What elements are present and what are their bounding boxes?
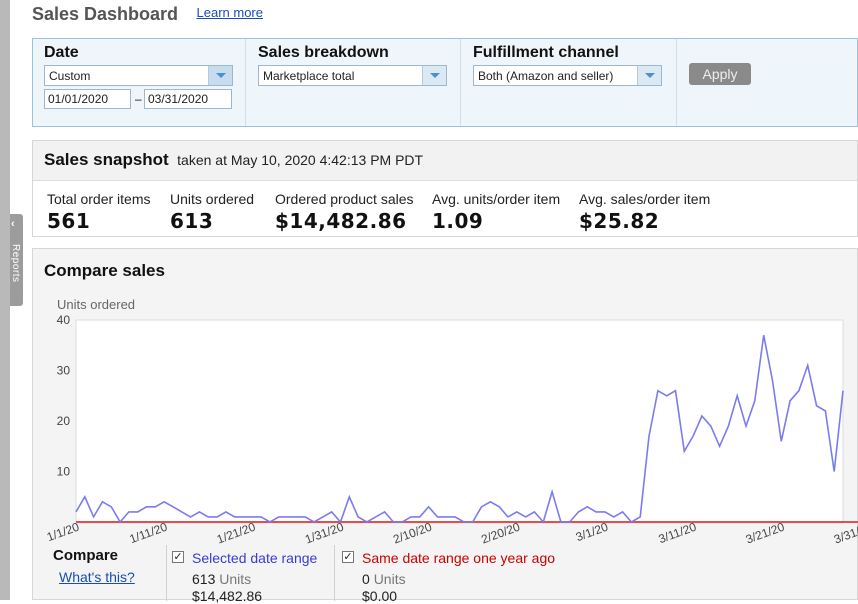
sales-breakdown-select[interactable]: Marketplace total xyxy=(258,65,447,86)
y-tick-label: 10 xyxy=(57,465,71,479)
filter-bar: Date Custom 01/01/2020 – 03/31/2020 Sale… xyxy=(32,38,858,127)
date-separator: – xyxy=(135,92,142,106)
legend-sales: $0.00 xyxy=(362,588,398,604)
metric-ordered-product-sales: Ordered product sales $14,482.86 xyxy=(275,191,414,233)
metric-avg-units-per-order-item: Avg. units/order item 1.09 xyxy=(432,191,560,233)
sales-breakdown-filter: Sales breakdown Marketplace total xyxy=(247,39,461,126)
metric-value: $25.82 xyxy=(579,209,660,233)
metric-label: Avg. sales/order item xyxy=(579,191,711,207)
metric-value: 1.09 xyxy=(432,209,484,233)
whats-this-link[interactable]: What's this? xyxy=(59,569,135,585)
y-tick-label: 30 xyxy=(57,364,71,378)
page-title: Sales Dashboard xyxy=(32,4,179,24)
end-date-field[interactable]: 03/31/2020 xyxy=(144,89,232,109)
legend-units-label: Units xyxy=(373,571,406,587)
metric-value: 561 xyxy=(47,209,91,233)
left-rail xyxy=(0,0,10,600)
snapshot-title: Sales snapshot xyxy=(44,150,169,169)
sales-breakdown-value: Marketplace total xyxy=(263,69,355,83)
fulfillment-value: Both (Amazon and seller) xyxy=(478,69,614,83)
legend-name: Selected date range xyxy=(192,550,318,566)
legend-name: Same date range one year ago xyxy=(362,550,556,566)
compare-sales-title: Compare sales xyxy=(44,261,165,280)
date-range-value: Custom xyxy=(49,69,91,83)
compare-sales-panel: Compare sales Units ordered 10 20 30 40 1/1… xyxy=(32,248,858,604)
start-date-field[interactable]: 01/01/2020 xyxy=(44,89,131,109)
legend-units: 613 Units xyxy=(192,571,251,587)
reports-tab-label: Reports xyxy=(10,244,21,283)
metric-label: Units ordered xyxy=(170,191,255,207)
legend-units: 0 Units xyxy=(362,571,406,587)
y-tick-label: 20 xyxy=(57,414,71,428)
fulfillment-label: Fulfillment channel xyxy=(473,44,619,61)
x-tick-label: 1/1/20 xyxy=(45,520,81,545)
metric-label: Ordered product sales xyxy=(275,191,414,207)
date-filter: Date Custom 01/01/2020 – 03/31/2020 xyxy=(33,39,246,126)
date-range-select[interactable]: Custom xyxy=(44,65,233,86)
y-axis-label: Units ordered xyxy=(57,297,135,312)
compare-label: Compare xyxy=(53,547,119,564)
legend-sales: $14,482.86 xyxy=(192,588,263,604)
learn-more-link[interactable]: Learn more xyxy=(196,5,263,20)
fulfillment-filter: Fulfillment channel Both (Amazon and sel… xyxy=(462,39,677,126)
series-line xyxy=(75,335,844,524)
chevron-down-icon xyxy=(637,66,661,85)
sales-breakdown-label: Sales breakdown xyxy=(258,44,389,61)
metric-avg-sales-per-order-item: Avg. sales/order item $25.82 xyxy=(579,191,710,233)
legend-units-value: 613 xyxy=(192,571,216,587)
chevron-down-icon xyxy=(208,66,232,85)
plot-area xyxy=(75,319,844,524)
fulfillment-select[interactable]: Both (Amazon and seller) xyxy=(473,65,662,86)
snapshot-timestamp: taken at May 10, 2020 4:42:13 PM PDT xyxy=(177,152,424,168)
metric-label: Avg. units/order item xyxy=(432,191,561,207)
metric-label: Total order items xyxy=(47,191,151,207)
selected-range-checkbox[interactable]: ✓ xyxy=(172,551,184,563)
page-header: Sales Dashboard Learn more xyxy=(32,4,263,25)
legend-divider xyxy=(334,545,335,601)
previous-year-checkbox[interactable]: ✓ xyxy=(342,551,354,563)
chevron-down-icon xyxy=(422,66,446,85)
metric-total-order-items: Total order items 561 xyxy=(47,191,150,233)
metric-value: $14,482.86 xyxy=(275,209,407,233)
legend-units-value: 0 xyxy=(362,571,370,587)
metric-value: 613 xyxy=(170,209,214,233)
apply-button[interactable]: Apply xyxy=(689,63,751,85)
snapshot-header: Sales snapshot taken at May 10, 2020 4:4… xyxy=(33,141,857,181)
units-ordered-chart: Units ordered 10 20 30 40 1/1/20 1/11/20 1/21… xyxy=(33,289,858,550)
legend-divider xyxy=(166,545,167,601)
date-label: Date xyxy=(44,44,79,61)
legend-units-label: Units xyxy=(219,571,252,587)
reports-side-tab[interactable]: ‹ Reports xyxy=(10,214,23,306)
y-tick-label: 40 xyxy=(57,313,71,327)
sales-snapshot-panel: Sales snapshot taken at May 10, 2020 4:4… xyxy=(32,140,858,237)
chevron-left-icon: ‹ xyxy=(11,218,15,230)
metric-units-ordered: Units ordered 613 xyxy=(170,191,254,233)
